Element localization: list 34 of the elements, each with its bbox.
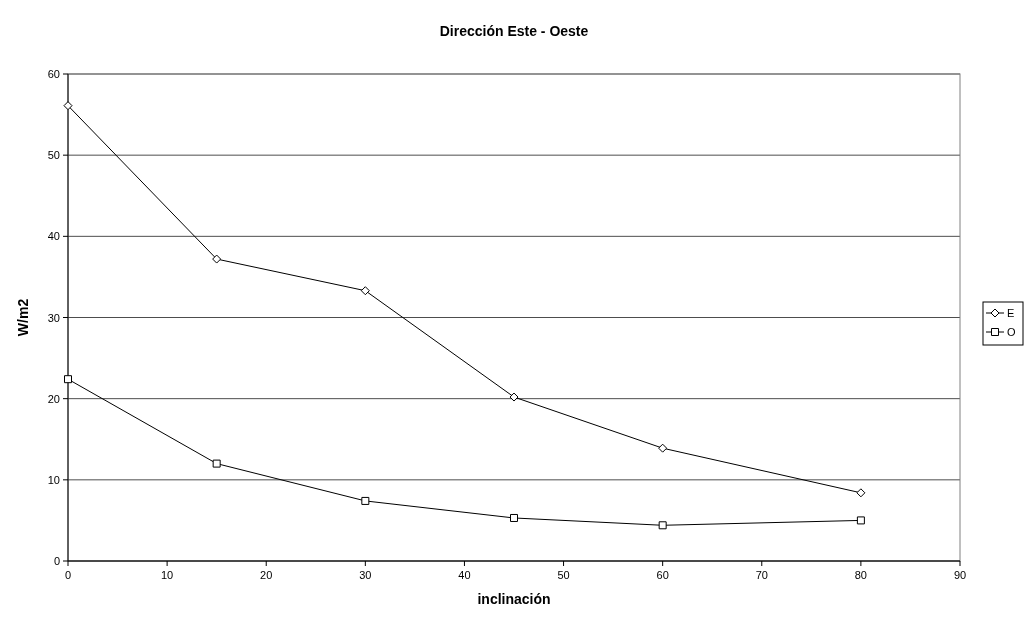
x-tick-label: 50: [557, 569, 570, 581]
x-axis-title: inclinación: [477, 591, 551, 607]
y-tick-label: 30: [47, 311, 60, 324]
x-tick-label: 70: [755, 569, 768, 581]
y-tick-label: 0: [53, 555, 60, 567]
y-tick-label: 10: [47, 473, 60, 486]
point: [212, 459, 221, 468]
x-tick-label: 20: [260, 569, 273, 581]
y-tick-label: 20: [47, 392, 60, 405]
point: [658, 443, 668, 453]
point: [658, 521, 667, 530]
legend-label: E: [1007, 307, 1015, 319]
y-axis-title: W/m2: [15, 298, 31, 337]
point: [856, 516, 865, 525]
y-tick-label: 60: [47, 68, 60, 80]
point: [510, 513, 518, 522]
point: [212, 254, 222, 264]
x-tick-label: 60: [656, 569, 669, 581]
point: [63, 101, 73, 111]
point: [361, 496, 370, 505]
legend-label: O: [1007, 326, 1016, 338]
x-tick-label: 0: [64, 569, 72, 581]
x-tick-label: 90: [953, 569, 967, 581]
x-tick-label: 80: [854, 569, 868, 581]
chart-title: Dirección Este - Oeste: [439, 23, 589, 39]
y-tick-label: 50: [47, 149, 60, 162]
point: [64, 375, 72, 384]
x-tick-label: 40: [458, 569, 471, 581]
point: [509, 392, 519, 402]
y-tick-label: 40: [47, 230, 60, 243]
point: [856, 488, 866, 498]
x-tick-label: 10: [160, 569, 174, 581]
point: [360, 286, 370, 296]
x-tick-label: 30: [359, 569, 372, 581]
